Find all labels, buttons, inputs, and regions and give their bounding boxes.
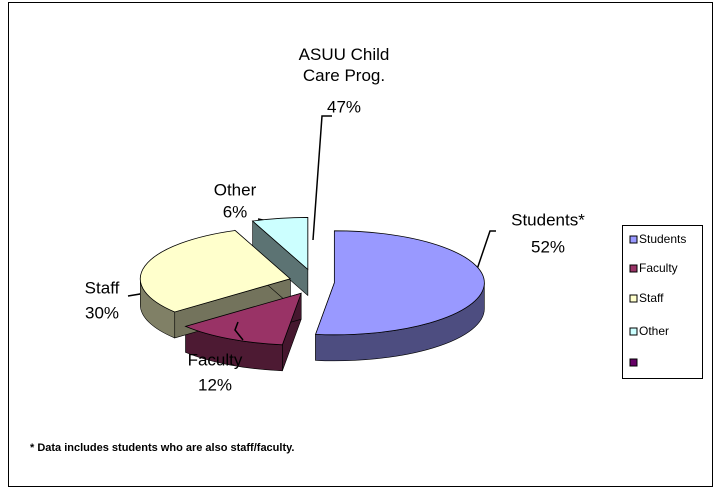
legend-swatch bbox=[629, 264, 638, 273]
legend-swatch bbox=[629, 235, 638, 244]
legend-label: Staff bbox=[639, 291, 664, 305]
data-label-value: 30% bbox=[85, 303, 119, 322]
legend-swatch bbox=[629, 294, 638, 303]
slice bbox=[251, 217, 309, 271]
data-label-value: 6% bbox=[223, 202, 248, 221]
data-label-name: Staff bbox=[85, 278, 120, 297]
data-label-value: 52% bbox=[531, 237, 565, 256]
slice bbox=[314, 230, 485, 336]
leader-line bbox=[312, 115, 332, 241]
data-label-value: 12% bbox=[198, 375, 232, 394]
slice bbox=[139, 230, 292, 313]
legend-label: Faculty bbox=[639, 261, 678, 275]
data-label-name: Faculty bbox=[188, 350, 243, 369]
footnote: * Data includes students who are also st… bbox=[30, 442, 294, 454]
data-label-name: Other bbox=[214, 180, 257, 199]
legend-label: Students bbox=[639, 232, 686, 246]
annotation: ASUU Child Care Prog. bbox=[298, 45, 390, 85]
legend-swatch bbox=[629, 327, 638, 336]
leader-line bbox=[234, 321, 244, 341]
data-label-name: Students* bbox=[511, 210, 585, 229]
annotation-value: 47% bbox=[327, 97, 361, 116]
annotation-text: ASUU Child Care Prog. bbox=[298, 45, 390, 85]
slice bbox=[184, 292, 302, 346]
legend-swatch bbox=[629, 358, 638, 367]
legend-label: Other bbox=[639, 324, 669, 338]
